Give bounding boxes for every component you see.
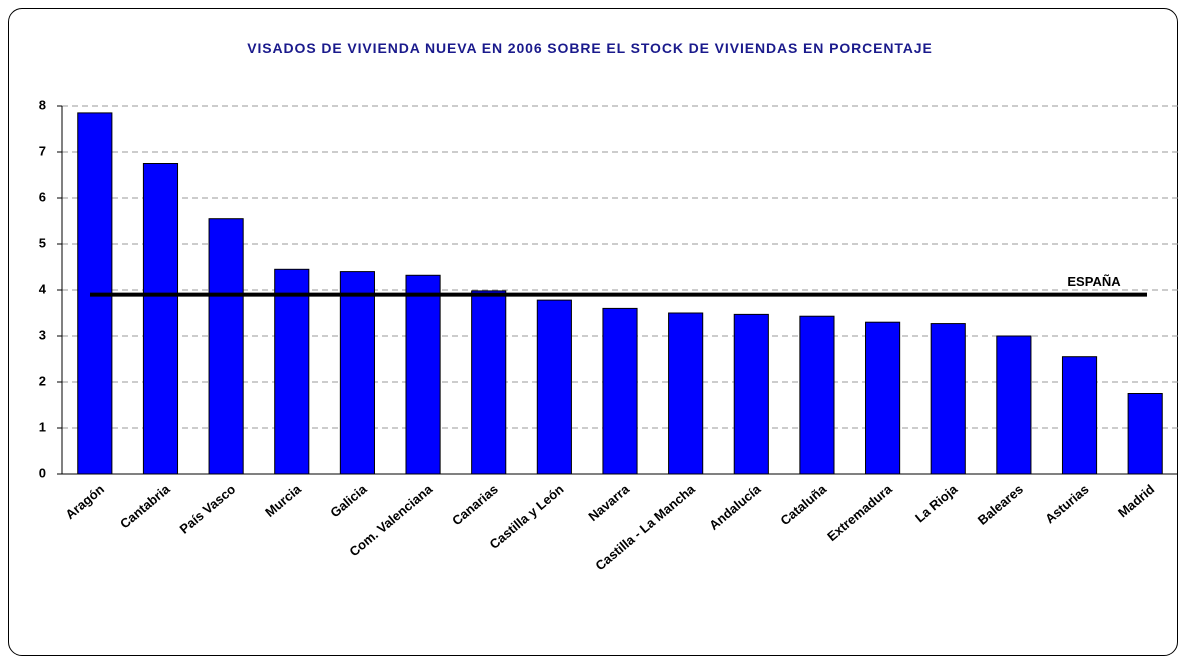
bar <box>471 290 507 475</box>
bar <box>799 315 835 475</box>
x-tick-label: Cataluña <box>777 481 829 528</box>
y-tick-label: 7 <box>39 143 46 158</box>
x-tick-label: Madrid <box>1115 481 1157 520</box>
y-tick-label: 3 <box>39 327 46 342</box>
x-tick-label: País Vasco <box>177 481 239 536</box>
bar <box>1061 356 1098 475</box>
reference-label: ESPAÑA <box>1067 274 1121 289</box>
x-tick-label: Extremadura <box>824 481 895 544</box>
bar <box>536 299 572 475</box>
bar <box>865 321 901 475</box>
bar <box>733 313 769 475</box>
bar <box>1127 393 1163 475</box>
y-tick-label: 2 <box>39 373 46 388</box>
bar <box>274 268 310 475</box>
y-tick-label: 8 <box>39 97 46 112</box>
y-tick-label: 4 <box>39 281 47 296</box>
bar <box>602 307 638 475</box>
y-tick-label: 5 <box>39 235 46 250</box>
bar <box>208 218 244 475</box>
y-tick-label: 6 <box>39 189 46 204</box>
y-tick-label: 0 <box>39 465 46 480</box>
bar <box>930 323 966 475</box>
x-tick-label: Canarias <box>449 481 501 528</box>
x-tick-label: Galicia <box>327 481 370 520</box>
x-tick-label: Navarra <box>585 481 632 524</box>
x-tick-label: Cantabria <box>117 481 173 532</box>
x-tick-label: Murcia <box>262 481 304 520</box>
chart-title: VISADOS DE VIVIENDA NUEVA EN 2006 SOBRE … <box>247 40 933 56</box>
chart-frame <box>8 8 1178 656</box>
x-tick-label: Asturias <box>1042 481 1092 526</box>
bar <box>405 274 441 475</box>
bar <box>142 163 179 475</box>
bar <box>996 335 1032 475</box>
x-tick-label: Baleares <box>975 481 1026 527</box>
x-tick-label: Aragón <box>62 481 107 522</box>
bar <box>339 271 375 475</box>
x-tick-label: Andalucía <box>706 481 764 533</box>
y-tick-label: 1 <box>39 419 46 434</box>
bar <box>668 312 704 475</box>
x-tick-label: La Rioja <box>912 481 961 525</box>
